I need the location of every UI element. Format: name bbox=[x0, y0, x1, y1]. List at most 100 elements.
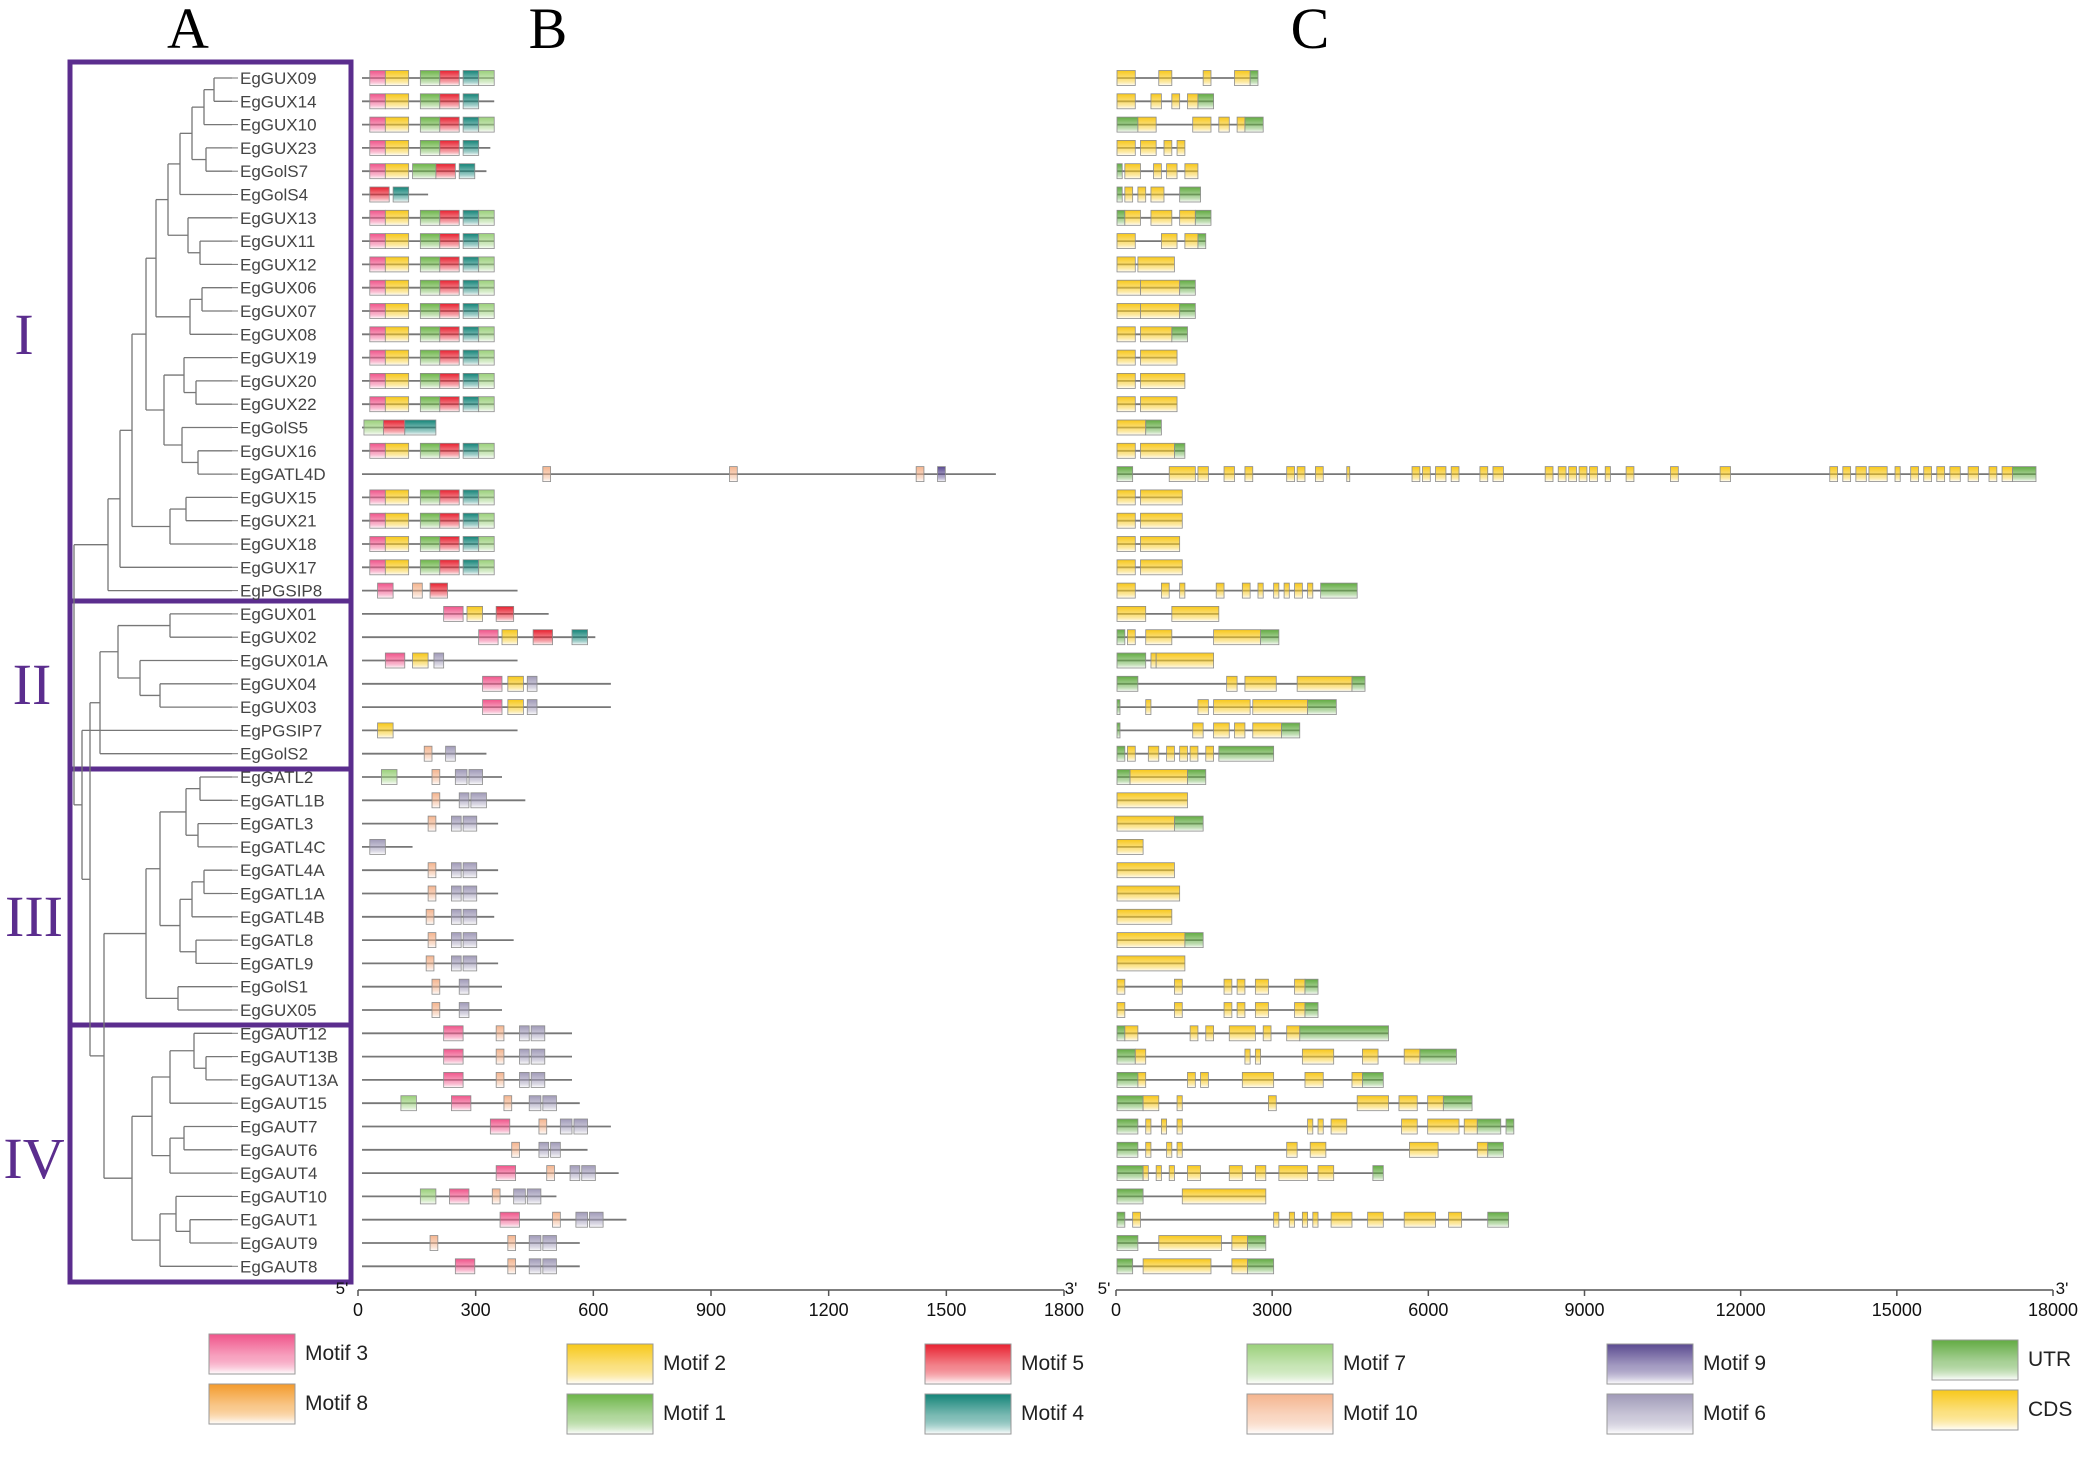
gene-row-eggux12: EgGUX12 bbox=[232, 255, 1175, 274]
group-frame-iv bbox=[67, 1022, 354, 1285]
motif3-box bbox=[454, 1258, 476, 1275]
gene-name-label: EgGUX20 bbox=[240, 372, 317, 391]
motif3-box bbox=[369, 70, 386, 86]
legend-item-motif9: Motif 9 bbox=[1606, 1343, 1766, 1385]
gene-row-eggaut13a: EgGAUT13A bbox=[232, 1071, 1384, 1090]
motif7-box bbox=[419, 1188, 437, 1205]
utr-exon bbox=[1116, 745, 1126, 762]
motif3-box bbox=[369, 372, 386, 389]
gene-name-label: EgGolS7 bbox=[240, 162, 308, 181]
cds-exon bbox=[1192, 722, 1204, 739]
gene-row-egpgsip8: EgPGSIP8 bbox=[232, 582, 1358, 601]
cds-exon bbox=[1448, 1211, 1463, 1228]
motif10-box bbox=[427, 815, 437, 832]
cds-exon bbox=[1252, 699, 1308, 715]
motif6-box bbox=[526, 1188, 542, 1205]
motif10-box bbox=[507, 1258, 517, 1275]
cds-exon bbox=[1231, 1258, 1248, 1275]
cds-exon bbox=[1179, 582, 1186, 599]
motif1-box bbox=[419, 70, 441, 86]
motif10-box bbox=[491, 1188, 501, 1205]
utr-exon bbox=[1299, 1025, 1389, 1042]
gene-row-eggux16: EgGUX16 bbox=[232, 442, 1186, 461]
gene-row-eggatl4b: EgGATL4B bbox=[232, 908, 1173, 927]
motif5-box bbox=[429, 582, 448, 599]
gene-row-eggatl8: EgGATL8 bbox=[232, 931, 1204, 950]
cds-exon bbox=[1286, 466, 1295, 483]
motif6-box bbox=[454, 769, 468, 785]
cds-exon bbox=[1145, 1118, 1152, 1135]
motif1-box bbox=[419, 209, 441, 226]
gene-name-label: EgGAUT6 bbox=[240, 1141, 317, 1160]
cds-exon bbox=[1160, 582, 1170, 599]
gene-row-eggols2: EgGolS2 bbox=[232, 745, 1275, 764]
utr-exon bbox=[1304, 978, 1319, 995]
legend-swatch bbox=[1931, 1389, 2019, 1431]
gene-name-label: EgGUX14 bbox=[240, 92, 317, 111]
motif10-box bbox=[431, 769, 441, 785]
cds-exon bbox=[1140, 349, 1178, 366]
motif4-box bbox=[462, 349, 480, 366]
gene-row-eggux15: EgGUX15 bbox=[232, 488, 1183, 507]
cds-exon bbox=[1213, 629, 1261, 646]
motif7-box bbox=[478, 396, 495, 413]
cds-exon bbox=[1124, 186, 1134, 203]
gene-row-eggatl9: EgGATL9 bbox=[232, 954, 1186, 973]
motif10-box bbox=[429, 1235, 439, 1251]
axis-b-end-label: 3' bbox=[1065, 1279, 1078, 1298]
motif2-box bbox=[384, 489, 410, 506]
cds-exon bbox=[1244, 1048, 1251, 1065]
utr-exon bbox=[1179, 186, 1201, 203]
utr-exon bbox=[1174, 815, 1204, 832]
cds-exon bbox=[1155, 652, 1214, 669]
gene-name-label: EgPGSIP7 bbox=[240, 721, 322, 740]
cds-exon bbox=[1544, 466, 1554, 483]
motif6-box bbox=[530, 1072, 546, 1088]
cds-exon bbox=[1134, 1048, 1147, 1065]
cds-exon bbox=[1116, 815, 1175, 832]
motif6-box bbox=[462, 932, 478, 948]
cds-exon bbox=[1124, 163, 1141, 180]
motif5-box bbox=[439, 512, 460, 529]
cds-exon bbox=[1116, 442, 1136, 459]
cds-exon bbox=[1116, 256, 1136, 273]
motif4-box bbox=[462, 70, 480, 86]
cds-exon bbox=[1330, 1118, 1348, 1135]
motif3-box bbox=[369, 536, 386, 552]
gene-name-label: EgGAUT12 bbox=[240, 1024, 327, 1043]
cds-exon bbox=[1215, 582, 1225, 599]
cds-exon bbox=[1213, 699, 1251, 715]
motif6-box bbox=[530, 1048, 546, 1065]
gene-row-eggaut1: EgGAUT1 bbox=[232, 1211, 1510, 1230]
cds-exon bbox=[1223, 466, 1235, 483]
motif7-box bbox=[478, 559, 495, 576]
panel-label-b: B bbox=[529, 0, 568, 61]
cds-exon bbox=[1228, 1165, 1243, 1181]
gene-name-label: EgGUX13 bbox=[240, 209, 317, 228]
cds-exon bbox=[1427, 1095, 1444, 1112]
utr-exon bbox=[1116, 1118, 1139, 1135]
axis-tick-label: 900 bbox=[696, 1300, 726, 1320]
motif2-box bbox=[384, 442, 410, 459]
motif7-box bbox=[478, 489, 495, 506]
gene-name-label: EgGAUT1 bbox=[240, 1211, 317, 1230]
cds-exon bbox=[1241, 1072, 1275, 1088]
gene-name-label: EgGAUT13B bbox=[240, 1048, 338, 1067]
cds-exon bbox=[1356, 1095, 1389, 1112]
gene-row-eggaut13b: EgGAUT13B bbox=[232, 1048, 1457, 1067]
axis-tick-label: 1200 bbox=[809, 1300, 849, 1320]
utr-exon bbox=[1218, 745, 1275, 762]
gene-name-label: EgGUX01 bbox=[240, 605, 317, 624]
cds-exon bbox=[1116, 536, 1136, 552]
cds-exon bbox=[1160, 233, 1178, 250]
motif5-box bbox=[439, 209, 460, 226]
cds-exon bbox=[1936, 466, 1946, 483]
motif6-box bbox=[451, 815, 462, 832]
cds-exon bbox=[1150, 93, 1162, 110]
gene-name-label: EgGATL4C bbox=[240, 838, 326, 857]
cds-exon bbox=[1168, 466, 1196, 483]
panel-label-a: A bbox=[167, 0, 209, 61]
gene-name-label: EgGUX18 bbox=[240, 535, 317, 554]
cds-exon bbox=[1283, 582, 1290, 599]
cds-exon bbox=[1174, 1002, 1183, 1018]
